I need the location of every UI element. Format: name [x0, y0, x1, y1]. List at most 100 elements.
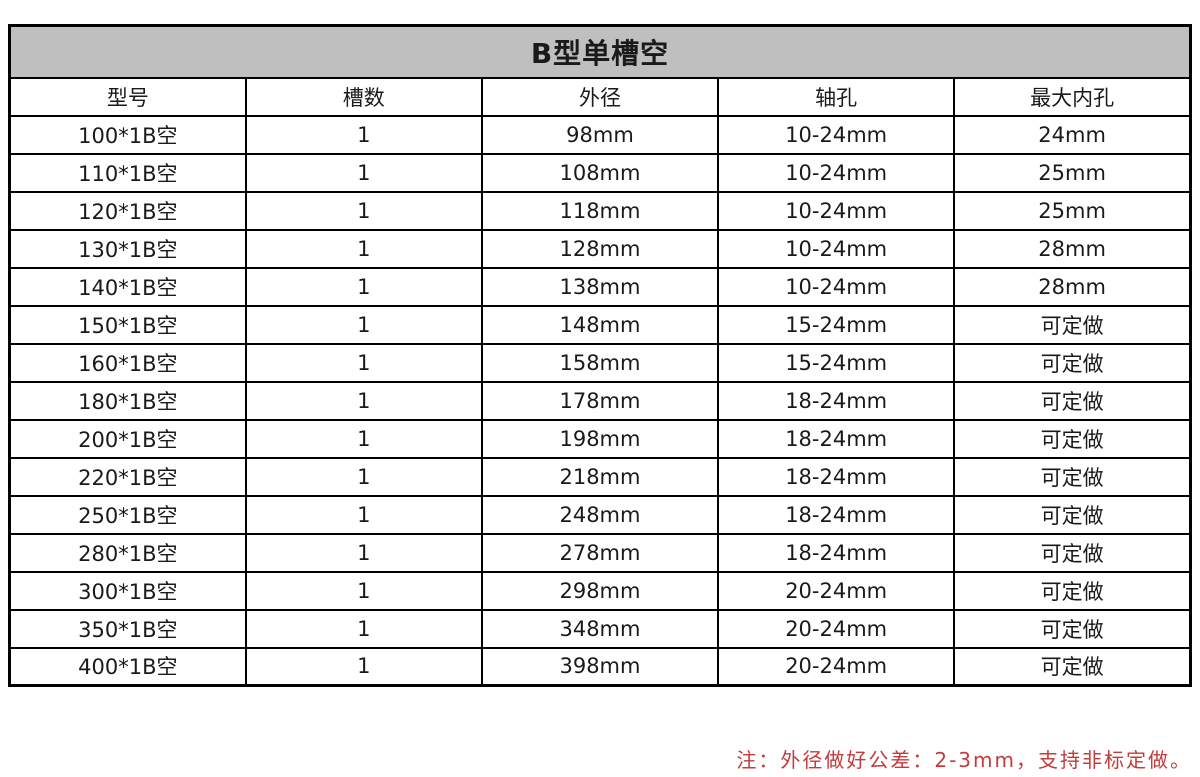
- table-cell: 218mm: [480, 456, 720, 497]
- table-cell: 18-24mm: [717, 418, 956, 459]
- table-row: 120*1B空 1 118mm 10-24mm 25mm: [8, 190, 1192, 231]
- column-header-0: 型号: [8, 76, 247, 117]
- table-cell: 可定做: [953, 418, 1192, 459]
- table-title: B型单槽空: [8, 24, 1192, 79]
- table-cell: 可定做: [953, 380, 1192, 421]
- table-cell: 10-24mm: [717, 190, 956, 231]
- table-cell: 1: [244, 190, 483, 231]
- table-cell: 150*1B空: [8, 304, 247, 345]
- table-cell: 1: [244, 494, 483, 535]
- table-cell: 108mm: [480, 152, 720, 193]
- table-row: 130*1B空 1 128mm 10-24mm 28mm: [8, 228, 1192, 269]
- table-cell: 可定做: [953, 532, 1192, 573]
- table-cell: 100*1B空: [8, 114, 247, 155]
- table-cell: 148mm: [480, 304, 720, 345]
- table-cell: 可定做: [953, 608, 1192, 649]
- table-cell: 298mm: [480, 570, 720, 611]
- table-cell: 248mm: [480, 494, 720, 535]
- table-cell: 可定做: [953, 646, 1192, 687]
- title-row: B型单槽空: [8, 24, 1192, 79]
- table-cell: 140*1B空: [8, 266, 247, 307]
- table-cell: 18-24mm: [717, 380, 956, 421]
- table-cell: 28mm: [953, 228, 1192, 269]
- table-cell: 24mm: [953, 114, 1192, 155]
- table-cell: 160*1B空: [8, 342, 247, 383]
- table-cell: 138mm: [480, 266, 720, 307]
- table-cell: 1: [244, 380, 483, 421]
- tolerance-footnote: 注：外径做好公差：2-3mm，支持非标定做。: [736, 748, 1192, 772]
- table-cell: 398mm: [480, 646, 720, 687]
- table-cell: 15-24mm: [717, 342, 956, 383]
- table-row: 280*1B空 1 278mm 18-24mm 可定做: [8, 532, 1192, 573]
- table-cell: 1: [244, 152, 483, 193]
- spec-table-body: 100*1B空 1 98mm 10-24mm 24mm 110*1B空 1 108mm 10-2…: [8, 114, 1192, 687]
- table-row: 180*1B空 1 178mm 18-24mm 可定做: [8, 380, 1192, 421]
- table-cell: 10-24mm: [717, 228, 956, 269]
- table-cell: 18-24mm: [717, 494, 956, 535]
- table-cell: 10-24mm: [717, 152, 956, 193]
- table-cell: 可定做: [953, 456, 1192, 497]
- table-cell: 1: [244, 608, 483, 649]
- table-cell: 1: [244, 570, 483, 611]
- table-cell: 可定做: [953, 570, 1192, 611]
- table-cell: 20-24mm: [717, 570, 956, 611]
- spec-table-head: B型单槽空 型号 槽数 外径 轴孔 最大内孔: [8, 24, 1192, 117]
- table-row: 250*1B空 1 248mm 18-24mm 可定做: [8, 494, 1192, 535]
- table-cell: 20-24mm: [717, 608, 956, 649]
- table-row: 100*1B空 1 98mm 10-24mm 24mm: [8, 114, 1192, 155]
- table-cell: 1: [244, 114, 483, 155]
- table-row: 400*1B空 1 398mm 20-24mm 可定做: [8, 646, 1192, 687]
- column-header-3: 轴孔: [717, 76, 956, 117]
- table-cell: 10-24mm: [717, 266, 956, 307]
- column-header-2: 外径: [480, 76, 720, 117]
- table-cell: 1: [244, 532, 483, 573]
- table-cell: 118mm: [480, 190, 720, 231]
- table-cell: 200*1B空: [8, 418, 247, 459]
- table-cell: 128mm: [480, 228, 720, 269]
- table-cell: 300*1B空: [8, 570, 247, 611]
- table-cell: 130*1B空: [8, 228, 247, 269]
- table-cell: 180*1B空: [8, 380, 247, 421]
- table-row: 200*1B空 1 198mm 18-24mm 可定做: [8, 418, 1192, 459]
- table-cell: 10-24mm: [717, 114, 956, 155]
- table-cell: 98mm: [480, 114, 720, 155]
- table-cell: 1: [244, 646, 483, 687]
- table-row: 350*1B空 1 348mm 20-24mm 可定做: [8, 608, 1192, 649]
- table-cell: 可定做: [953, 304, 1192, 345]
- spec-table: B型单槽空 型号 槽数 外径 轴孔 最大内孔 100*1B空 1 98mm 10-24mm 24…: [8, 24, 1192, 687]
- table-cell: 1: [244, 266, 483, 307]
- table-row: 110*1B空 1 108mm 10-24mm 25mm: [8, 152, 1192, 193]
- table-cell: 280*1B空: [8, 532, 247, 573]
- table-row: 160*1B空 1 158mm 15-24mm 可定做: [8, 342, 1192, 383]
- table-cell: 28mm: [953, 266, 1192, 307]
- table-cell: 120*1B空: [8, 190, 247, 231]
- table-cell: 25mm: [953, 152, 1192, 193]
- table-cell: 400*1B空: [8, 646, 247, 687]
- column-header-4: 最大内孔: [953, 76, 1192, 117]
- table-cell: 1: [244, 418, 483, 459]
- column-header-1: 槽数: [244, 76, 483, 117]
- table-cell: 220*1B空: [8, 456, 247, 497]
- table-cell: 250*1B空: [8, 494, 247, 535]
- table-row: 150*1B空 1 148mm 15-24mm 可定做: [8, 304, 1192, 345]
- table-row: 140*1B空 1 138mm 10-24mm 28mm: [8, 266, 1192, 307]
- table-cell: 1: [244, 228, 483, 269]
- table-row: 220*1B空 1 218mm 18-24mm 可定做: [8, 456, 1192, 497]
- table-cell: 1: [244, 342, 483, 383]
- table-cell: 18-24mm: [717, 532, 956, 573]
- table-cell: 可定做: [953, 494, 1192, 535]
- table-cell: 158mm: [480, 342, 720, 383]
- table-cell: 1: [244, 304, 483, 345]
- column-header-row: 型号 槽数 外径 轴孔 最大内孔: [8, 76, 1192, 117]
- table-cell: 15-24mm: [717, 304, 956, 345]
- table-cell: 178mm: [480, 380, 720, 421]
- table-cell: 1: [244, 456, 483, 497]
- table-cell: 110*1B空: [8, 152, 247, 193]
- table-cell: 20-24mm: [717, 646, 956, 687]
- table-cell: 198mm: [480, 418, 720, 459]
- table-cell: 348mm: [480, 608, 720, 649]
- table-row: 300*1B空 1 298mm 20-24mm 可定做: [8, 570, 1192, 611]
- table-cell: 可定做: [953, 342, 1192, 383]
- table-cell: 25mm: [953, 190, 1192, 231]
- table-cell: 350*1B空: [8, 608, 247, 649]
